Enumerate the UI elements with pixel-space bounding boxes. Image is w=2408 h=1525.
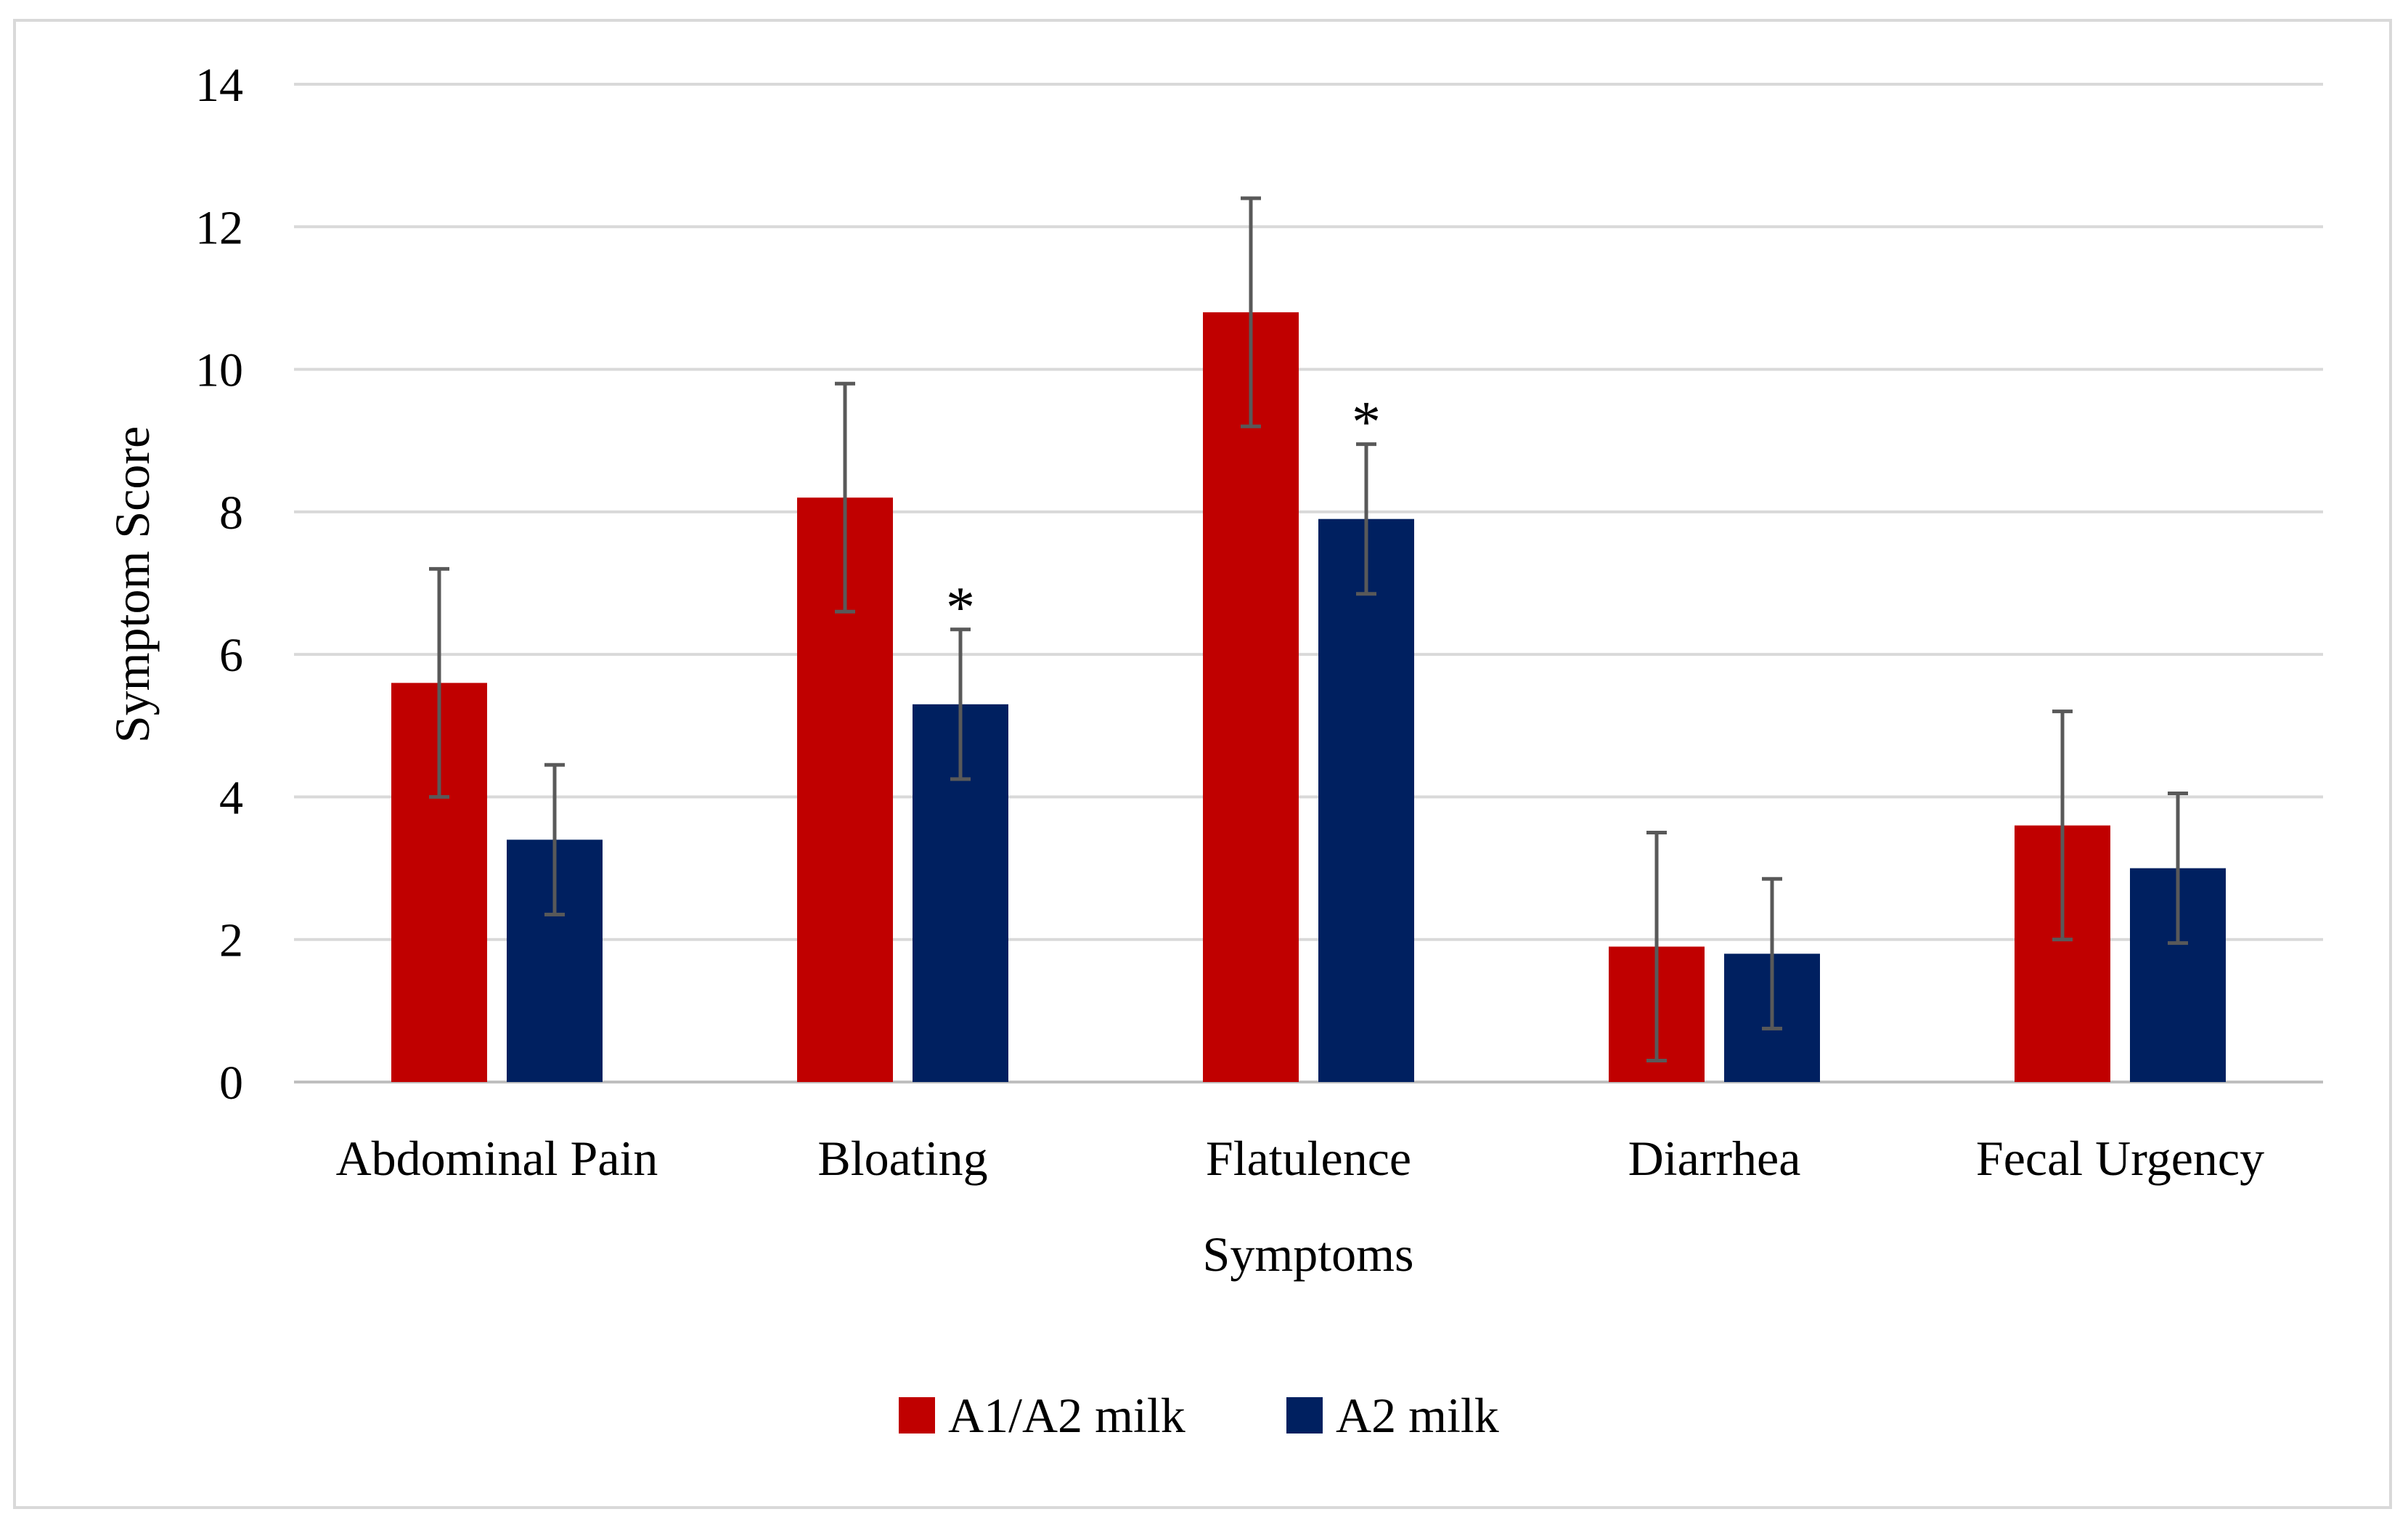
error-bar-a2-3 bbox=[1762, 877, 1782, 1030]
error-bar-a1a2-0 bbox=[429, 566, 449, 799]
error-bar-a1a2-1 bbox=[835, 381, 855, 614]
bars bbox=[391, 312, 2226, 1082]
y-axis-ticks: 0 2 4 6 8 10 12 14 bbox=[195, 59, 243, 1110]
y-tick-label-10: 10 bbox=[195, 344, 243, 397]
error-bar-a2-0 bbox=[544, 762, 565, 916]
y-tick-label-8: 8 bbox=[219, 487, 243, 540]
x-category-label-1: Bloating bbox=[817, 1131, 987, 1186]
error-bar-a2-4 bbox=[2168, 792, 2188, 946]
error-bar-a1a2-2 bbox=[1241, 196, 1261, 428]
bar-a2-2 bbox=[1318, 518, 1414, 1082]
bar-a1a2-2 bbox=[1203, 312, 1299, 1082]
legend-swatch-a1a2 bbox=[899, 1397, 935, 1434]
y-tick-label-0: 0 bbox=[219, 1057, 243, 1110]
y-tick-label-2: 2 bbox=[219, 914, 243, 967]
error-bar-a2-2 bbox=[1356, 442, 1376, 596]
legend-label-a1a2: A1/A2 milk bbox=[948, 1388, 1185, 1443]
y-tick-label-4: 4 bbox=[219, 771, 243, 824]
x-axis-title: Symptoms bbox=[1203, 1227, 1414, 1282]
error-bar-a1a2-4 bbox=[2052, 709, 2073, 942]
legend-label-a2: A2 milk bbox=[1336, 1388, 1499, 1443]
y-tick-label-12: 12 bbox=[195, 201, 243, 254]
x-axis-categories: Abdominal Pain Bloating Flatulence Diarrhea… bbox=[336, 1131, 2265, 1186]
legend: A1/A2 milk A2 milk bbox=[899, 1388, 1499, 1443]
x-category-label-2: Flatulence bbox=[1206, 1131, 1411, 1186]
error-bar-a2-1 bbox=[950, 627, 971, 781]
error-bar-a1a2-3 bbox=[1646, 831, 1667, 1063]
legend-swatch-a2 bbox=[1286, 1397, 1323, 1434]
y-tick-label-6: 6 bbox=[219, 629, 243, 682]
y-axis-title: Symptom Score bbox=[105, 426, 160, 743]
y-tick-label-14: 14 bbox=[195, 59, 243, 112]
x-category-label-4: Fecal Urgency bbox=[1976, 1131, 2264, 1186]
error-bars bbox=[429, 196, 2188, 1063]
x-category-label-0: Abdominal Pain bbox=[336, 1131, 658, 1186]
significance-mark-2: * bbox=[1352, 391, 1381, 455]
x-category-label-3: Diarrhea bbox=[1628, 1131, 1801, 1186]
significance-mark-1: * bbox=[946, 576, 975, 640]
significance-marks: ** bbox=[946, 391, 1381, 640]
grid-lines bbox=[294, 83, 2323, 1083]
